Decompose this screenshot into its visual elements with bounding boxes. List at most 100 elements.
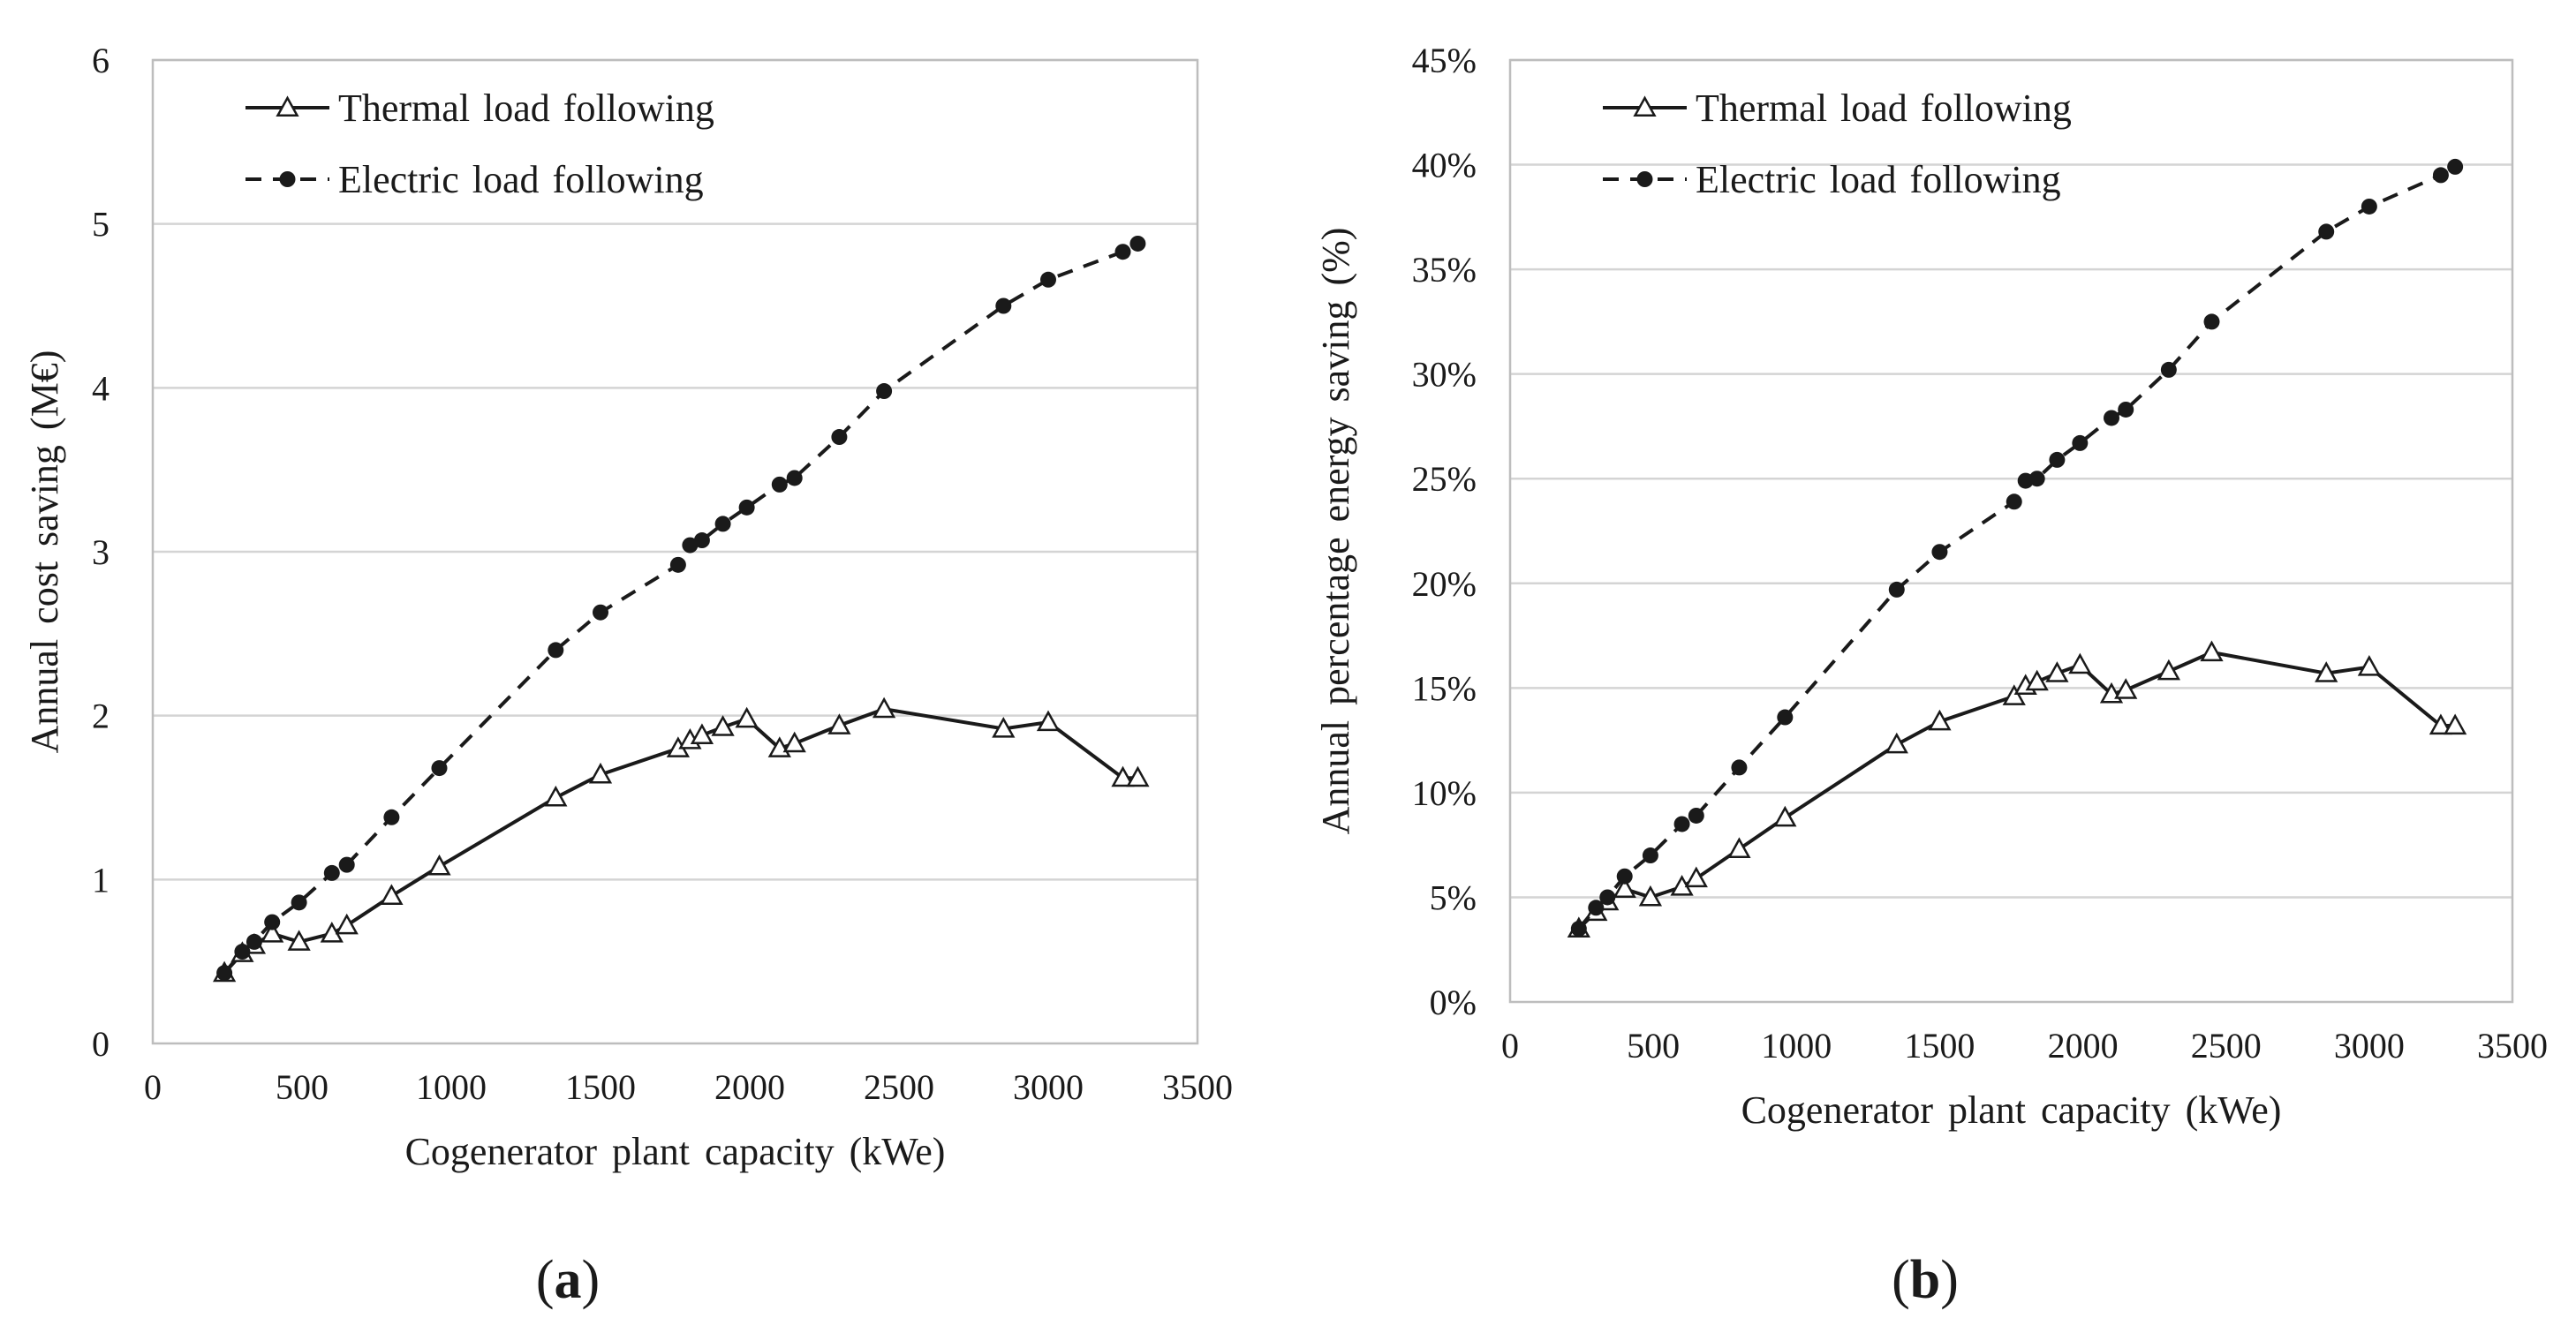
data-point-triangle [1638,885,1663,907]
x-tick-label: 1500 [1904,1026,1975,1066]
data-point-circle [246,933,262,950]
y-axis-title: Annual percentage energy saving (%) [1314,228,1357,835]
data-point-circle [548,642,564,659]
data-point-triangle [1036,710,1061,732]
x-tick-label: 500 [276,1067,329,1107]
data-point-circle [2160,361,2177,378]
y-axis-title: Annual cost saving (M€) [23,350,66,754]
y-tick-label: 25% [1412,459,1477,499]
data-point-triangle [287,930,311,951]
data-point-triangle [1111,765,1135,787]
x-axis-title: Cogenerator plant capacity (kWe) [1741,1088,2282,1132]
series-thermal [212,697,1150,983]
legend-marker [279,171,296,187]
data-point-circle [2432,167,2449,184]
data-point-triangle [2157,659,2180,681]
y-tick-label: 40% [1412,146,1477,185]
data-point-triangle [544,785,568,807]
data-point-triangle [2025,669,2049,691]
data-point-circle [738,499,755,516]
data-point-circle [2072,434,2089,451]
panel-label-open: ( [536,1250,555,1310]
data-point-circle [1688,807,1704,824]
data-point-triangle [2114,678,2138,699]
data-point-circle [995,297,1012,314]
data-point-circle [693,532,710,549]
legend-entry: Electric load following [246,158,704,201]
y-tick-label: 2 [92,697,110,736]
data-point-triangle [2357,655,2381,676]
x-tick-label: 2000 [714,1067,785,1107]
data-point-circle [786,470,803,486]
x-tick-label: 3500 [2477,1026,2548,1066]
data-point-circle [323,864,340,881]
data-point-triangle [690,723,714,744]
y-tick-label: 45% [1412,41,1477,80]
data-point-circle [1599,889,1616,906]
chart-panel-a: 0 1 2 3 4 5 6 0 500 1000 1500 2000 2500 3000 3500 Cogen… [23,41,1233,1310]
y-tick-label: 1 [92,860,110,900]
panel-label-letter: b [1910,1250,1940,1310]
legend-entry: Thermal load following [1603,87,2072,130]
legend-entry: Electric load following [1603,158,2061,201]
x-tick-label: 2500 [2191,1026,2262,1066]
data-point-circle [1129,235,1146,252]
data-point-triangle [2068,652,2092,674]
data-point-triangle [335,913,359,935]
data-point-triangle [1727,837,1751,858]
x-tick-label: 3000 [2334,1026,2405,1066]
data-point-circle [1642,847,1658,864]
x-tick-label: 3500 [1162,1067,1233,1107]
data-point-triangle [1773,805,1797,827]
legend-marker [1633,95,1657,117]
data-point-circle [1570,921,1587,938]
data-point-circle [714,516,731,532]
series-line [223,242,1139,975]
panel-label-close: ) [1940,1250,1959,1310]
data-point-circle [1888,581,1905,598]
legend-marker [1636,171,1653,187]
data-point-triangle [2444,713,2467,735]
data-point-circle [1114,244,1131,260]
data-point-triangle [1126,765,1150,787]
data-point-circle [682,537,699,554]
panel-label-letter: a [555,1250,582,1310]
series-electric [216,235,1146,982]
data-point-circle [234,944,251,960]
data-point-triangle [827,713,851,734]
data-point-circle [2006,493,2022,510]
y-tick-label: 4 [92,368,110,408]
x-tick-label: 0 [144,1067,162,1107]
data-point-circle [2203,313,2220,330]
y-tick-label: 30% [1412,355,1477,395]
data-point-triangle [261,922,284,943]
data-point-circle [264,914,281,930]
data-point-circle [1777,709,1794,726]
y-tick-label: 5 [92,205,110,245]
legend-entry: Thermal load following [246,87,714,130]
data-point-circle [383,809,400,825]
legend-label: Electric load following [1696,158,2061,201]
data-point-circle [1040,271,1056,288]
x-tick-label: 1000 [416,1067,487,1107]
y-tick-label: 35% [1412,250,1477,290]
x-tick-label: 1500 [565,1067,636,1107]
data-point-triangle [2429,713,2453,735]
data-point-triangle [2002,684,2026,705]
series-line [1577,165,2457,930]
data-point-triangle [1885,732,1908,754]
data-point-circle [2447,158,2464,175]
data-point-circle [1588,900,1605,916]
data-point-circle [2118,401,2134,418]
x-tick-label: 0 [1501,1026,1519,1066]
data-point-circle [831,429,848,446]
data-point-circle [1673,816,1690,832]
data-point-triangle [1613,877,1636,899]
data-point-circle [291,894,307,911]
data-point-triangle [735,706,759,728]
data-point-circle [2318,223,2335,240]
data-point-triangle [992,716,1016,738]
legend-marker [276,95,299,117]
data-point-circle [431,760,448,777]
